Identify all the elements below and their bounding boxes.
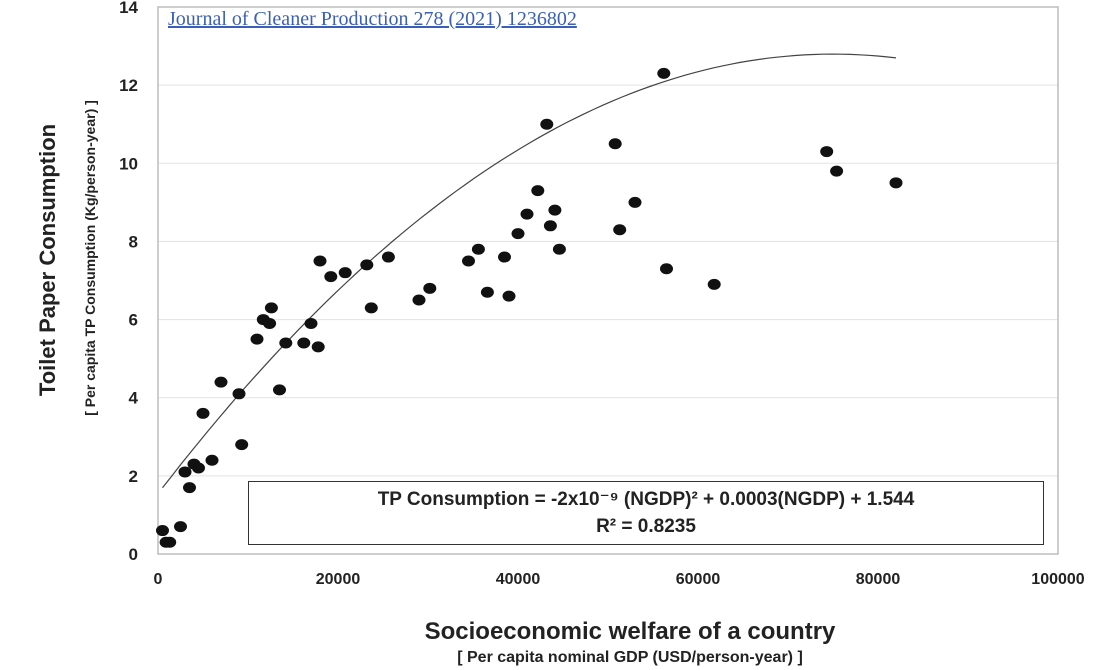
data-point	[304, 317, 318, 329]
x-tick-label: 0	[154, 571, 163, 588]
y-tick-label: 0	[129, 545, 138, 564]
y-tick-label: 2	[129, 467, 138, 486]
y-tick-labels: 0 2 4 6 8 10 12 14	[119, 0, 138, 564]
r-squared: R² = 0.8235	[596, 516, 696, 537]
data-point	[889, 177, 903, 189]
data-point	[613, 224, 627, 236]
data-point	[381, 251, 395, 263]
data-point	[608, 138, 622, 150]
data-point	[707, 278, 721, 290]
trendline-group	[162, 53, 897, 489]
data-point	[511, 228, 525, 240]
data-point	[471, 243, 485, 255]
data-point	[313, 255, 327, 267]
data-points	[156, 67, 903, 548]
data-point	[498, 251, 511, 263]
equation-box: TP Consumption = -2x10⁻⁹ (NGDP)² + 0.000…	[248, 481, 1044, 545]
data-point	[657, 67, 671, 79]
data-point	[163, 536, 177, 548]
data-point	[338, 267, 352, 279]
x-tick-label: 100000	[1031, 571, 1084, 588]
x-tick-label: 20000	[316, 571, 361, 588]
gridlines	[158, 84, 1058, 477]
data-point	[660, 263, 673, 275]
data-point	[540, 118, 554, 130]
x-axis-subtitle: [ Per capita nominal GDP (USD/person-yea…	[457, 649, 803, 666]
data-point	[552, 243, 566, 255]
y-axis-title: Toilet Paper Consumption	[35, 123, 60, 397]
source-citation: Journal of Cleaner Production 278 (2021)…	[168, 8, 577, 30]
data-point	[273, 384, 286, 396]
x-tick-label: 80000	[856, 571, 901, 588]
data-point	[178, 466, 192, 478]
data-point	[480, 286, 494, 298]
y-tick-label: 6	[129, 311, 138, 330]
data-point	[462, 255, 475, 267]
data-point	[232, 388, 246, 400]
data-point	[196, 407, 210, 419]
y-tick-label: 12	[119, 76, 138, 95]
data-point	[543, 220, 557, 232]
data-point	[531, 185, 545, 197]
y-tick-label: 14	[119, 0, 138, 17]
data-point	[214, 376, 228, 388]
y-tick-label: 10	[119, 154, 138, 173]
x-tick-label: 40000	[496, 571, 541, 588]
data-point	[502, 290, 516, 302]
data-point	[250, 333, 264, 345]
y-axis-subtitle: [ Per capita TP Consumption (Kg/person-y…	[82, 100, 98, 416]
data-point	[412, 294, 426, 306]
data-point	[297, 337, 311, 349]
regression-equation: TP Consumption = -2x10⁻⁹ (NGDP)² + 0.000…	[377, 489, 915, 510]
data-point	[360, 259, 374, 271]
data-point	[364, 302, 378, 314]
data-point	[264, 302, 278, 314]
data-point	[628, 196, 642, 208]
data-point	[279, 337, 293, 349]
data-point	[235, 439, 249, 451]
data-point	[156, 525, 169, 537]
x-tick-label: 60000	[676, 571, 721, 588]
plot-frame	[157, 6, 1059, 555]
data-point	[548, 204, 562, 216]
data-point	[192, 462, 205, 474]
data-point	[820, 146, 834, 158]
data-point	[263, 317, 277, 329]
x-tick-labels: 0 20000 40000 60000 80000 100000	[154, 571, 1085, 588]
data-point	[520, 208, 534, 220]
data-point	[205, 454, 219, 466]
data-point	[423, 282, 437, 294]
y-tick-label: 8	[129, 232, 138, 251]
x-axis-title: Socioeconomic welfare of a country	[424, 618, 836, 645]
data-point	[183, 482, 196, 494]
data-point	[324, 271, 338, 283]
data-point	[174, 521, 187, 533]
data-point	[830, 165, 844, 177]
y-tick-label: 4	[129, 389, 139, 408]
data-point	[311, 341, 325, 353]
trendline	[162, 53, 897, 489]
